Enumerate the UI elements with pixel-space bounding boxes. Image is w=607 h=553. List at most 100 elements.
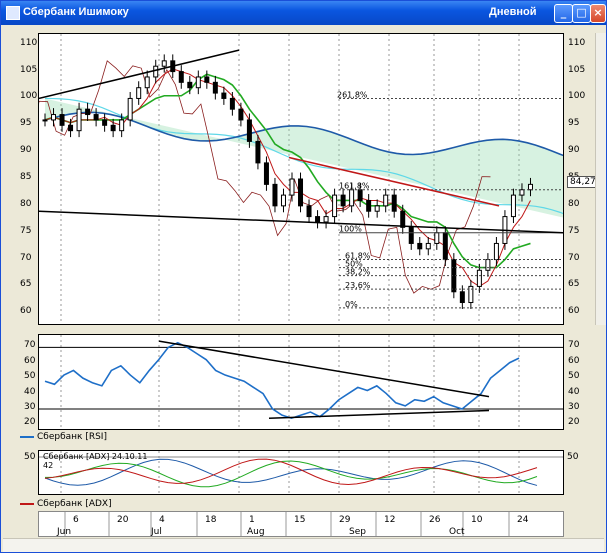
candle-body (102, 119, 108, 126)
candle-body (255, 140, 261, 164)
rsi-tick-right: 50 (568, 371, 580, 382)
time-day-label: 4 (159, 515, 165, 525)
minimize-button[interactable]: _ (554, 4, 573, 23)
period-label[interactable]: Дневной (489, 6, 537, 18)
candle-body (298, 178, 304, 207)
rsi-legend: Сбербанк [RSI] (20, 432, 107, 442)
fib-level-label: 38,2% (345, 268, 371, 277)
time-axis: 6 20 4 18 1 15 29 12 26 10 24 Jun Jul Aug Sep Oct (38, 511, 564, 537)
red-trendline (288, 156, 500, 207)
candle-body (110, 124, 116, 132)
rsi-tick-left: 40 (24, 386, 36, 397)
title-bar[interactable]: Сбербанк Ишимоку Дневной _ □ × (1, 1, 606, 25)
candle-body (527, 183, 533, 191)
time-day-label: 26 (429, 515, 441, 525)
candle-body (212, 81, 218, 94)
rsi-tick-left: 20 (24, 417, 36, 428)
fib-level-label: 0% (345, 300, 358, 309)
candle-body (229, 97, 235, 110)
adx-chart (39, 451, 563, 494)
time-day-label: 15 (294, 515, 305, 525)
last-price-badge: 84,27 (567, 176, 599, 188)
candle-body (280, 194, 286, 207)
price-tick-right: 70 (568, 252, 580, 263)
time-month-label: Sep (349, 527, 366, 536)
candle-body (476, 269, 482, 287)
candle-body (76, 108, 82, 132)
price-scrollbar[interactable] (595, 33, 606, 325)
candle-body (400, 210, 406, 228)
rsi-panel[interactable] (38, 334, 564, 430)
adx-readout: Сбербанк [ADX] 24.10.11 (43, 452, 148, 461)
time-day-label: 6 (73, 515, 79, 525)
price-tick-left: 65 (20, 279, 32, 290)
close-button[interactable]: × (590, 4, 606, 23)
price-tick-left: 70 (20, 252, 32, 263)
rsi-tick-left: 60 (24, 355, 36, 366)
candle-body (519, 189, 525, 196)
candle-body (315, 216, 321, 223)
candle-body (442, 232, 448, 261)
horizontal-scrollbar[interactable] (3, 538, 604, 552)
price-tick-left: 85 (20, 172, 32, 182)
candle-body (434, 232, 440, 244)
price-tick-left: 75 (20, 225, 32, 236)
candle-body (144, 76, 150, 89)
price-chart-panel[interactable]: 261,8% 161,8% 100% 61,8% 50% 38,2% 23,6% 0% (4, 33, 585, 325)
adx-axis-left-50: 50 (24, 452, 36, 462)
price-tick-left: 80 (20, 198, 32, 209)
rsi-chart (39, 335, 563, 429)
support-trendline (38, 210, 564, 234)
price-tick-right: 105 (568, 64, 586, 75)
time-day-label: 1 (249, 515, 255, 525)
time-month-label: Aug (247, 527, 265, 536)
candle-body (42, 119, 48, 122)
fib-level-label: 261,8% (337, 90, 368, 99)
candle-body (246, 119, 252, 142)
fib-level-label: 61,8% (345, 252, 371, 261)
candle-body (68, 124, 74, 132)
candle-body (417, 242, 423, 250)
candle-body (357, 189, 363, 201)
price-tick-right: 75 (568, 225, 580, 236)
candle-body (323, 216, 329, 223)
price-tick-left: 100 (20, 91, 38, 102)
price-tick-left: 90 (20, 145, 32, 156)
time-day-label: 12 (384, 515, 395, 525)
time-day-label: 29 (339, 515, 351, 525)
candle-body (161, 60, 167, 67)
rsi-tick-right: 30 (568, 401, 580, 412)
adx-line (44, 458, 538, 486)
price-tick-right: 100 (568, 91, 586, 102)
time-month-label: Oct (449, 527, 465, 536)
candle-body (349, 189, 355, 207)
app-icon (6, 6, 20, 20)
adx-panel[interactable]: Сбербанк [ADX] 24.10.11 42 (38, 450, 564, 495)
candle-body (459, 291, 465, 304)
di-plus-line (44, 460, 538, 488)
candle-body (272, 183, 278, 207)
candle-body (374, 205, 380, 212)
candle-body (221, 92, 227, 99)
maximize-button[interactable]: □ (572, 4, 591, 23)
candle-body (178, 71, 184, 83)
candle-body (153, 65, 159, 78)
kijun-sen (44, 73, 531, 269)
di-minus-line (44, 458, 538, 485)
time-day-label: 24 (517, 515, 529, 525)
adx-legend: Сбербанк [ADX] (20, 499, 112, 509)
candle-body (425, 242, 431, 250)
price-tick-left: 105 (20, 64, 38, 75)
candle-body (119, 119, 125, 132)
resistance-trendline (38, 49, 240, 100)
candle-body (510, 194, 516, 218)
adx-axis-right-50: 50 (567, 452, 579, 462)
candle-body (383, 194, 389, 207)
price-tick-left: 95 (20, 118, 32, 129)
adx-readout-value: 42 (43, 461, 54, 470)
candle-body (136, 87, 142, 99)
rsi-tick-right: 40 (568, 386, 580, 397)
fib-level-label: 23,6% (345, 281, 371, 290)
candle-body (493, 242, 499, 261)
candle-body (289, 178, 295, 196)
